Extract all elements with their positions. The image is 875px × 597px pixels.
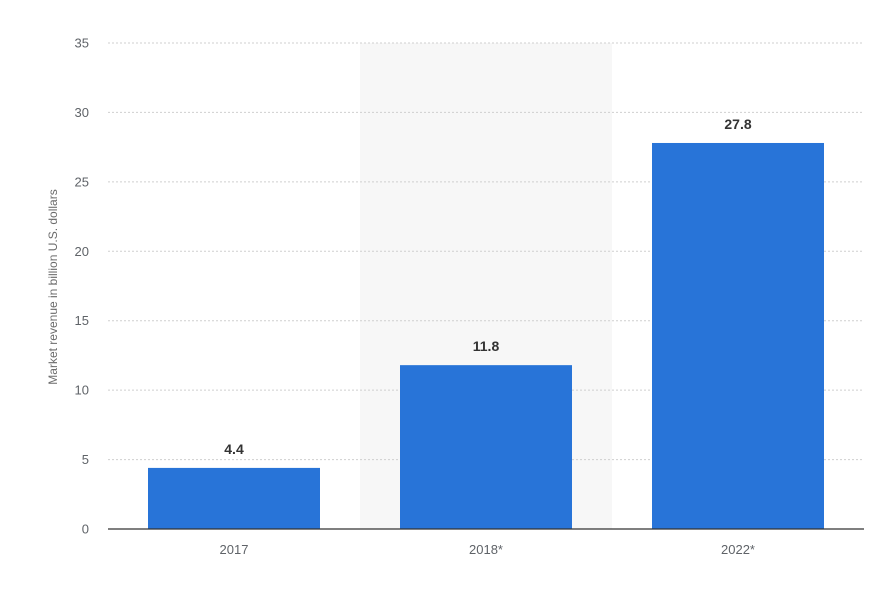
x-category-label: 2022* <box>721 542 755 557</box>
y-tick-label: 35 <box>75 36 89 51</box>
bar-value-label: 4.4 <box>224 441 244 457</box>
x-category-label: 2018* <box>469 542 503 557</box>
bar <box>400 365 572 529</box>
y-axis-title: Market revenue in billion U.S. dollars <box>46 189 60 384</box>
y-tick-label: 5 <box>82 452 89 467</box>
bar-value-label: 27.8 <box>724 116 751 132</box>
y-tick-label: 0 <box>82 522 89 537</box>
y-tick-label: 15 <box>75 313 89 328</box>
bars <box>148 142 824 529</box>
y-tick-label: 10 <box>75 383 89 398</box>
bar <box>148 467 320 529</box>
y-tick-label: 20 <box>75 244 89 259</box>
gridlines <box>108 42 864 461</box>
y-tick-label: 30 <box>75 105 89 120</box>
y-tick-label: 25 <box>75 174 89 189</box>
bar-value-label: 11.8 <box>473 338 500 354</box>
bar <box>652 142 824 529</box>
labels: 0 5 10 15 20 25 30 35 4.4 2017 11.8 2018* 27.8 2022* <box>75 36 755 558</box>
x-category-label: 2017 <box>220 542 249 557</box>
